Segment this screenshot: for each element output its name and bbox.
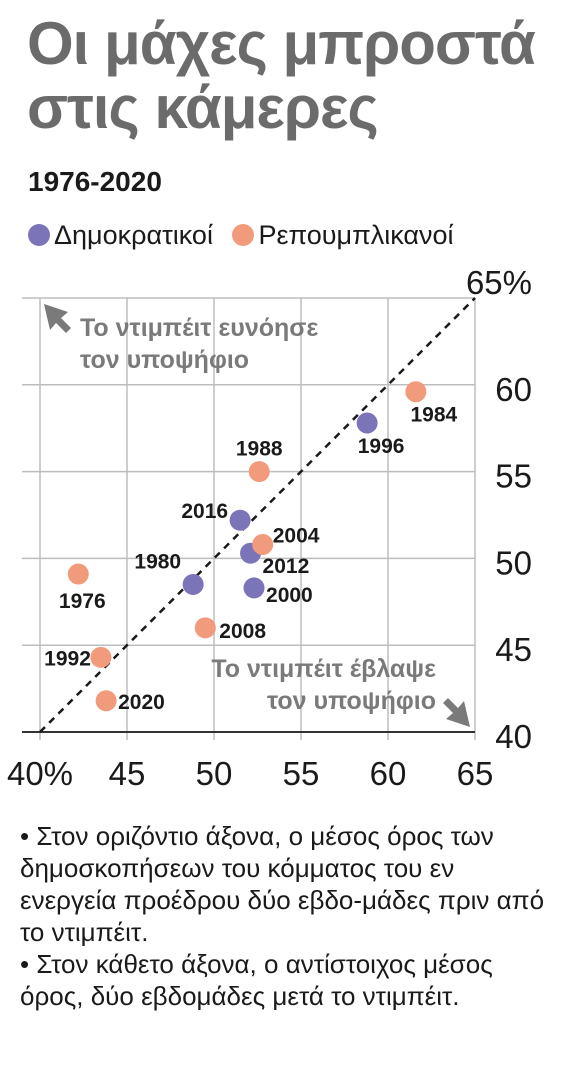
note-vertical-axis: • Στον κάθετο άξονα, ο αντίστοιχος μέσος… [20, 949, 493, 1011]
x-tick-label: 45 [109, 755, 146, 792]
data-label-2012: 2012 [263, 555, 310, 578]
x-tick-label: 40% [7, 755, 73, 792]
arrow-down-right-icon [443, 698, 470, 727]
legend-item-democrats: Δημοκρατικοί [28, 220, 213, 251]
x-tick-label: 65 [457, 755, 494, 792]
data-point-1984 [405, 381, 427, 403]
data-label-2008: 2008 [219, 620, 266, 643]
legend-item-republicans: Ρεπουμπλικανοί [232, 220, 454, 251]
data-point-2000 [243, 577, 265, 599]
y-tick-label: 50 [495, 544, 532, 581]
annotation-favored-line: Το ντιμπέιτ ευνόησε [80, 314, 318, 342]
data-label-2000: 2000 [266, 584, 313, 607]
data-point-1992 [90, 646, 112, 668]
y-tick-label: 60 [495, 371, 532, 408]
y-tick-label: 55 [495, 458, 532, 495]
data-label-1980: 1980 [134, 550, 181, 573]
data-label-1976: 1976 [59, 590, 106, 613]
annotation-hurt-line: Το ντιμπέιτ έβλαψε [211, 655, 436, 683]
note-horizontal-axis: • Στον οριζόντιο άξονα, ο μέσος όρος των… [20, 821, 545, 947]
title-line-1: Οι μάχες μπροστά [27, 10, 536, 77]
data-label-1984: 1984 [410, 404, 457, 427]
chart-notes: • Στον οριζόντιο άξονα, ο μέσος όρος των… [20, 820, 550, 1012]
data-point-1988 [248, 461, 270, 483]
data-label-1996: 1996 [358, 435, 405, 458]
chart-subtitle: 1976-2020 [28, 166, 162, 197]
data-point-2016 [229, 509, 251, 531]
data-point-2020 [95, 690, 117, 712]
chart-legend: Δημοκρατικοί Ρεπουμπλικανοί [28, 220, 466, 251]
data-label-1988: 1988 [236, 438, 283, 461]
annotation-favored-line: τον υποψήφιο [80, 346, 249, 374]
y-tick-label: 45 [495, 631, 532, 668]
data-point-2004 [252, 534, 274, 556]
data-point-1996 [356, 412, 378, 434]
data-label-2020: 2020 [118, 691, 165, 714]
data-point-2008 [194, 617, 216, 639]
x-tick-label: 55 [283, 755, 320, 792]
data-point-1980 [182, 573, 204, 595]
legend-label-republicans: Ρεπουμπλικανοί [258, 220, 454, 250]
legend-dot-democrats-icon [28, 224, 50, 246]
x-tick-label: 60 [370, 755, 407, 792]
data-label-2004: 2004 [273, 525, 320, 548]
data-point-1976 [67, 563, 89, 585]
diagonal-equal-line [39, 297, 476, 733]
page-title: Οι μάχες μπροστά στις κάμερες [27, 12, 557, 140]
data-label-1992: 1992 [44, 647, 91, 670]
annotation-hurt-line: τον υποψήφιο [267, 687, 436, 715]
arrow-up-left-icon [44, 304, 71, 333]
legend-dot-republicans-icon [232, 224, 255, 246]
y-tick-label: 65% [466, 264, 532, 301]
data-label-2016: 2016 [181, 500, 228, 523]
title-line-2: στις κάμερες [27, 74, 379, 141]
legend-label-democrats: Δημοκρατικοί [54, 220, 213, 250]
x-tick-label: 50 [196, 755, 233, 792]
y-tick-label: 40 [495, 718, 532, 755]
